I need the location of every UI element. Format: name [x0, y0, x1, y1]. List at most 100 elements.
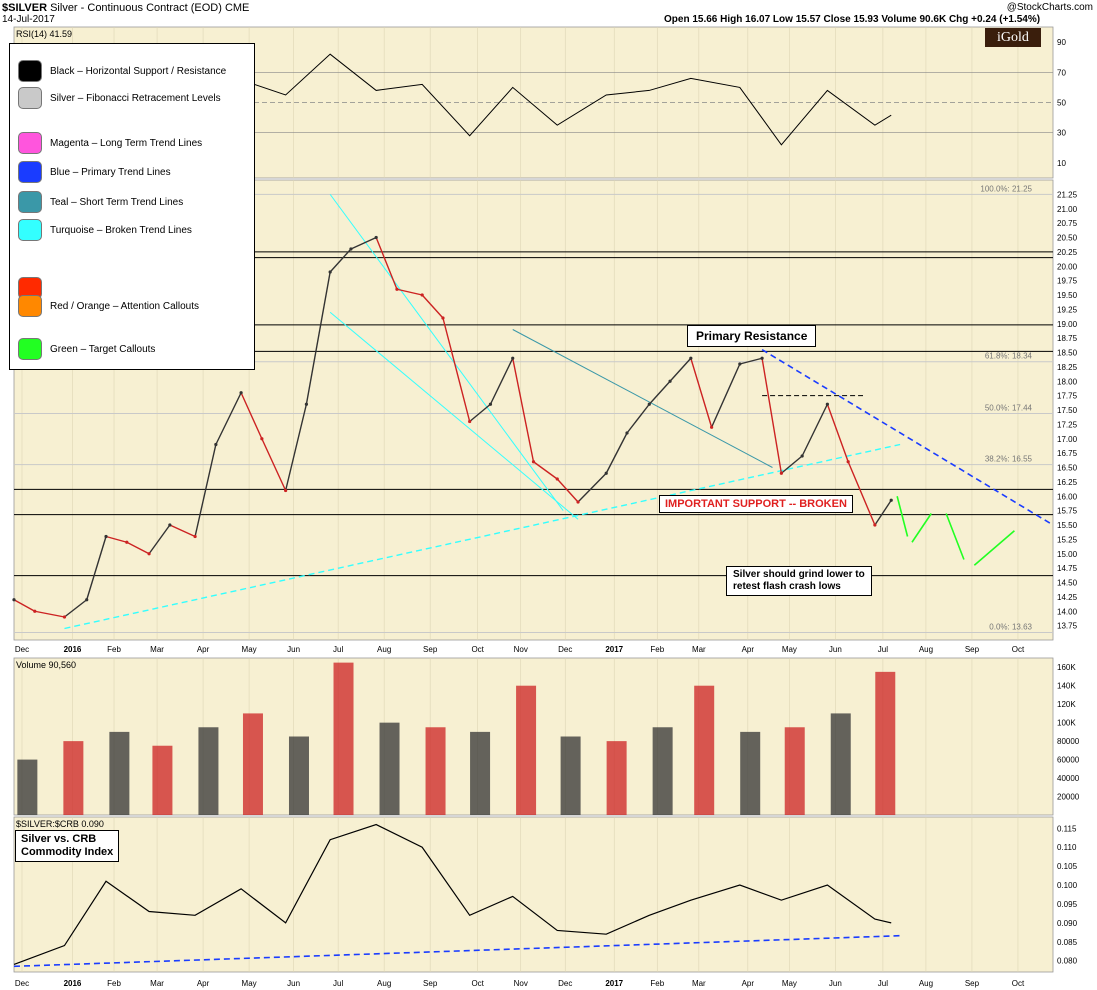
x-tick-label-price: 2017 — [605, 645, 623, 654]
price-point — [284, 489, 287, 492]
ratio-title: $SILVER:$CRB 0.090 — [16, 819, 104, 829]
price-point — [214, 443, 217, 446]
volume-bar — [785, 727, 805, 815]
price-y-tick-label: 17.75 — [1057, 392, 1078, 401]
rsi-y-tick-label: 50 — [1057, 99, 1066, 108]
volume-bar — [109, 732, 129, 815]
volume-bar — [152, 746, 172, 815]
x-tick-label-ratio: May — [242, 979, 257, 988]
legend-label: Turquoise – Broken Trend Lines — [50, 225, 192, 236]
ratio-y-tick-label: 0.100 — [1057, 881, 1078, 890]
price-y-tick-label: 18.25 — [1057, 363, 1078, 372]
x-tick-label-price: Aug — [377, 645, 391, 654]
x-tick-label-price: Oct — [1012, 645, 1025, 654]
x-tick-label-ratio: Mar — [150, 979, 164, 988]
legend-swatch — [18, 219, 42, 241]
legend-label: Silver – Fibonacci Retracement Levels — [50, 93, 221, 104]
legend-label: Blue – Primary Trend Lines — [50, 167, 171, 178]
legend-label: Teal – Short Term Trend Lines — [50, 197, 183, 208]
legend-swatch — [18, 295, 42, 317]
volume-title: Volume 90,560 — [16, 660, 76, 670]
legend-label: Green – Target Callouts — [50, 344, 155, 355]
price-point — [689, 357, 692, 360]
x-tick-label-price: Dec — [15, 645, 29, 654]
volume-y-tick-label: 160K — [1057, 663, 1076, 672]
x-tick-label-ratio: Oct — [471, 979, 484, 988]
ratio-y-tick-label: 0.095 — [1057, 900, 1078, 909]
price-point — [873, 523, 876, 526]
price-y-tick-label: 17.50 — [1057, 406, 1078, 415]
price-point — [826, 403, 829, 406]
legend-swatch — [18, 87, 42, 109]
legend-item-teal: Teal – Short Term Trend Lines — [18, 192, 183, 212]
price-y-tick-label: 14.75 — [1057, 564, 1078, 573]
volume-bar — [334, 663, 354, 815]
fibonacci-level-label: 50.0%: 17.44 — [985, 403, 1033, 412]
price-point — [511, 357, 514, 360]
price-point — [738, 362, 741, 365]
price-y-tick-label: 14.50 — [1057, 579, 1078, 588]
volume-y-tick-label: 100K — [1057, 719, 1076, 728]
volume-bar — [426, 727, 446, 815]
price-y-tick-label: 21.00 — [1057, 205, 1078, 214]
price-point — [63, 615, 66, 618]
volume-y-tick-label: 140K — [1057, 682, 1076, 691]
fibonacci-level-label: 0.0%: 13.63 — [989, 623, 1032, 632]
price-y-tick-label: 15.75 — [1057, 507, 1078, 516]
price-point — [847, 460, 850, 463]
legend-swatch — [18, 338, 42, 360]
x-tick-label-ratio: Aug — [377, 979, 391, 988]
price-point — [421, 293, 424, 296]
volume-y-tick-label: 20000 — [1057, 793, 1080, 802]
price-y-tick-label: 16.50 — [1057, 464, 1078, 473]
volume-bar — [17, 760, 37, 815]
callout-text: Primary Resistance — [696, 329, 807, 343]
price-point — [305, 403, 308, 406]
price-point — [33, 610, 36, 613]
x-tick-label-ratio: Jul — [878, 979, 888, 988]
price-point — [329, 270, 332, 273]
legend-swatch — [18, 60, 42, 82]
x-tick-label-price: Mar — [692, 645, 706, 654]
price-y-tick-label: 20.00 — [1057, 262, 1078, 271]
price-point — [193, 535, 196, 538]
x-tick-label-price: May — [242, 645, 257, 654]
rsi-y-tick-label: 10 — [1057, 159, 1066, 168]
color-legend: Black – Horizontal Support / Resistance … — [9, 43, 255, 370]
x-tick-label-price: Dec — [558, 645, 572, 654]
volume-bar — [289, 737, 309, 816]
x-tick-label-price: Feb — [107, 645, 121, 654]
legend-label: Red / Orange – Attention Callouts — [50, 301, 199, 312]
x-tick-label-ratio: Aug — [919, 979, 933, 988]
legend-item-orange: Red / Orange – Attention Callouts — [18, 296, 199, 316]
fibonacci-level-label: 100.0%: 21.25 — [980, 184, 1032, 193]
price-y-tick-label: 17.00 — [1057, 435, 1078, 444]
price-point — [605, 472, 608, 475]
price-y-tick-label: 16.25 — [1057, 478, 1078, 487]
volume-bar — [516, 686, 536, 815]
volume-bar — [470, 732, 490, 815]
legend-item-turquoise: Turquoise – Broken Trend Lines — [18, 220, 192, 240]
x-tick-label-price: Jun — [287, 645, 300, 654]
price-point — [668, 380, 671, 383]
x-tick-label-ratio: Feb — [650, 979, 664, 988]
price-y-tick-label: 14.25 — [1057, 593, 1078, 602]
x-tick-label-ratio: Apr — [742, 979, 755, 988]
price-y-tick-label: 20.75 — [1057, 219, 1078, 228]
x-tick-label-ratio: Sep — [423, 979, 438, 988]
price-point — [532, 460, 535, 463]
price-y-tick-label: 19.75 — [1057, 277, 1078, 286]
volume-bar — [694, 686, 714, 815]
price-y-tick-label: 17.25 — [1057, 420, 1078, 429]
price-point — [260, 437, 263, 440]
volume-bar — [561, 737, 581, 816]
price-point — [760, 357, 763, 360]
x-tick-label-ratio: Apr — [197, 979, 210, 988]
x-tick-label-ratio: 2016 — [64, 979, 82, 988]
rsi-y-tick-label: 30 — [1057, 129, 1066, 138]
price-point — [441, 316, 444, 319]
x-tick-label-price: Feb — [650, 645, 664, 654]
price-y-tick-label: 16.00 — [1057, 492, 1078, 501]
price-y-tick-label: 21.25 — [1057, 190, 1078, 199]
price-y-tick-label: 15.00 — [1057, 550, 1078, 559]
